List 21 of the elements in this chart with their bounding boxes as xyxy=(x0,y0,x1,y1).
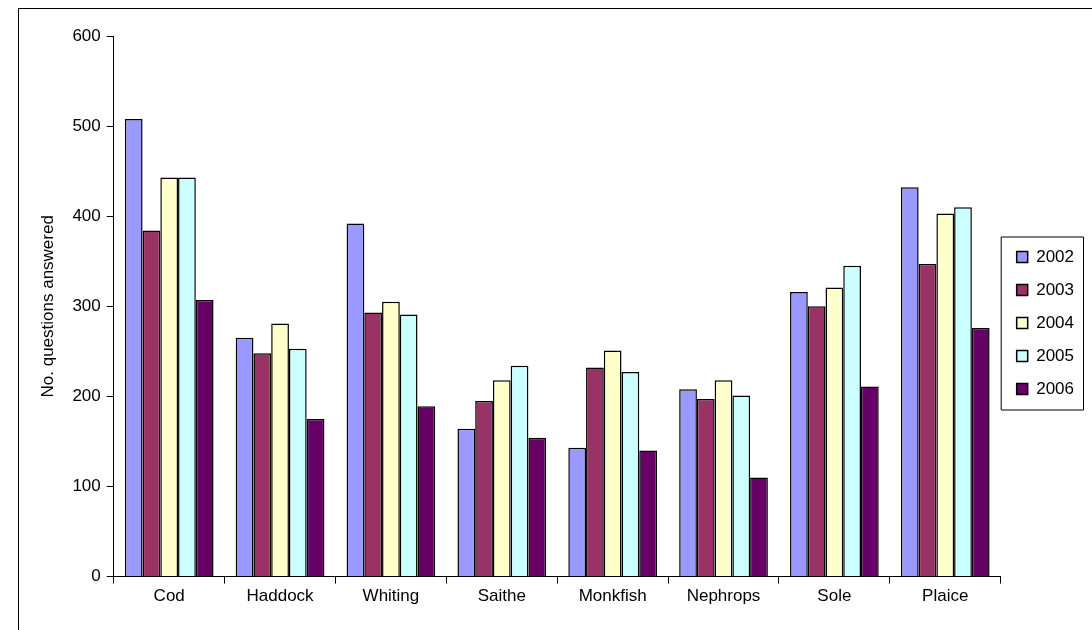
y-tick-label: 600 xyxy=(72,25,101,45)
x-tick-label: Plaice xyxy=(922,586,969,606)
legend-label: 2005 xyxy=(1036,345,1075,365)
y-tick-label: 500 xyxy=(72,115,101,135)
y-tick-label: 0 xyxy=(91,566,101,586)
legend-label: 2003 xyxy=(1036,279,1075,299)
y-axis-title: No. questions answered xyxy=(37,215,57,398)
x-tick-label: Whiting xyxy=(362,586,420,606)
legend-label: 2006 xyxy=(1036,378,1075,398)
x-tick-label: Sole xyxy=(817,586,852,606)
x-tick-label: Nephrops xyxy=(686,586,761,606)
x-tick-label: Monkfish xyxy=(578,586,647,606)
y-tick-label: 400 xyxy=(72,205,101,225)
legend-label: 2004 xyxy=(1036,312,1075,332)
x-tick-label: Haddock xyxy=(246,586,315,606)
x-tick-label: Saithe xyxy=(477,586,526,606)
legend-label: 2002 xyxy=(1036,246,1075,266)
y-tick-label: 100 xyxy=(72,476,101,496)
y-tick-label: 200 xyxy=(72,386,101,406)
x-tick-label: Cod xyxy=(153,586,185,606)
y-tick-label: 300 xyxy=(72,295,101,315)
